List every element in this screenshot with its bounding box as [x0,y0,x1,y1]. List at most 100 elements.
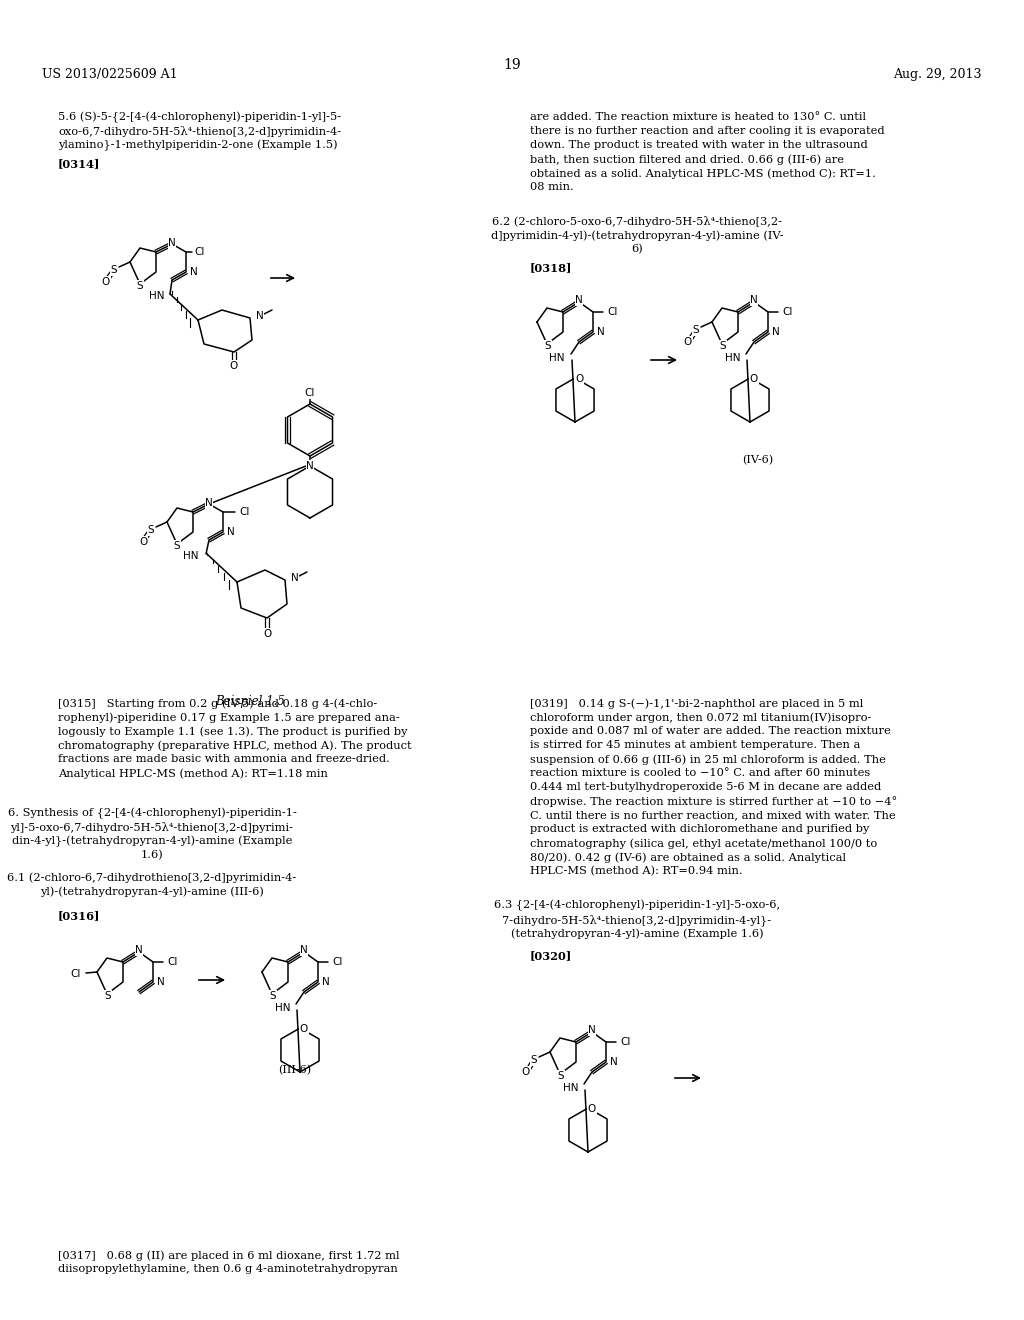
Text: 6.1 (2-chloro-6,7-dihydrothieno[3,2-d]pyrimidin-4-: 6.1 (2-chloro-6,7-dihydrothieno[3,2-d]py… [7,873,297,883]
Text: poxide and 0.087 ml of water are added. The reaction mixture: poxide and 0.087 ml of water are added. … [530,726,891,737]
Text: N: N [227,527,234,537]
Text: O: O [300,1024,308,1034]
Text: O: O [522,1067,530,1077]
Text: logously to Example 1.1 (see 1.3). The product is purified by: logously to Example 1.1 (see 1.3). The p… [58,726,408,737]
Text: N: N [751,294,758,305]
Text: [0319]   0.14 g S-(−)-1,1'-bi-2-naphthol are placed in 5 ml: [0319] 0.14 g S-(−)-1,1'-bi-2-naphthol a… [530,698,863,709]
Text: (IV-6): (IV-6) [742,455,773,466]
Text: 6. Synthesis of {2-[4-(4-chlorophenyl)-piperidin-1-: 6. Synthesis of {2-[4-(4-chlorophenyl)-p… [7,808,296,820]
Text: 6): 6) [631,244,643,255]
Text: Cl: Cl [239,507,250,517]
Text: Analytical HPLC-MS (method A): RT=1.18 min: Analytical HPLC-MS (method A): RT=1.18 m… [58,768,328,779]
Text: N: N [772,327,780,337]
Text: chloroform under argon, then 0.072 ml titanium(IV)isopro-: chloroform under argon, then 0.072 ml ti… [530,711,871,722]
Text: are added. The reaction mixture is heated to 130° C. until: are added. The reaction mixture is heate… [530,112,866,121]
Text: Beispiel 1.5: Beispiel 1.5 [215,696,285,708]
Text: 1.6): 1.6) [140,850,164,861]
Text: S: S [147,525,155,535]
Text: 6.2 (2-chloro-5-oxo-6,7-dihydro-5H-5λ⁴-thieno[3,2-: 6.2 (2-chloro-5-oxo-6,7-dihydro-5H-5λ⁴-t… [492,216,782,227]
Text: S: S [269,991,276,1001]
Text: Cl: Cl [167,957,177,968]
Text: N: N [256,312,264,321]
Text: fractions are made basic with ammonia and freeze-dried.: fractions are made basic with ammonia an… [58,754,390,764]
Text: N: N [227,527,234,537]
Text: N: N [157,977,165,987]
Text: S: S [111,265,118,275]
Text: S: S [104,991,112,1001]
Text: obtained as a solid. Analytical HPLC-MS (method C): RT=1.: obtained as a solid. Analytical HPLC-MS … [530,168,876,178]
Text: chromatography (preparative HPLC, method A). The product: chromatography (preparative HPLC, method… [58,741,412,751]
Text: [0316]: [0316] [58,909,100,921]
Text: Cl: Cl [305,388,315,399]
Text: N: N [306,461,314,471]
Text: 7-dihydro-5H-5λ⁴-thieno[3,2-d]pyrimidin-4-yl}-: 7-dihydro-5H-5λ⁴-thieno[3,2-d]pyrimidin-… [503,913,771,925]
Text: down. The product is treated with water in the ultrasound: down. The product is treated with water … [530,140,867,150]
Text: Aug. 29, 2013: Aug. 29, 2013 [894,69,982,81]
Text: N: N [597,327,605,337]
Text: Cl: Cl [782,308,793,317]
Text: yl)-(tetrahydropyran-4-yl)-amine (III-6): yl)-(tetrahydropyran-4-yl)-amine (III-6) [40,886,264,896]
Text: 08 min.: 08 min. [530,182,573,191]
Text: O: O [684,337,692,347]
Text: yl]-5-oxo-6,7-dihydro-5H-5λ⁴-thieno[3,2-d]pyrimi-: yl]-5-oxo-6,7-dihydro-5H-5λ⁴-thieno[3,2-… [10,822,294,833]
Text: ylamino}-1-methylpiperidin-2-one (Example 1.5): ylamino}-1-methylpiperidin-2-one (Exampl… [58,140,338,152]
Text: (III-6): (III-6) [279,1065,311,1076]
Text: Cl: Cl [620,1038,631,1047]
Text: O: O [229,360,239,371]
Text: there is no further reaction and after cooling it is evaporated: there is no further reaction and after c… [530,125,885,136]
Text: O: O [574,374,583,384]
Text: N: N [588,1026,596,1035]
Text: HN: HN [562,1082,578,1093]
Text: N: N [610,1057,617,1067]
Text: O: O [263,630,271,639]
Text: HN: HN [725,352,740,363]
Text: S: S [692,325,699,335]
Text: O: O [139,537,147,546]
Text: S: S [545,341,551,351]
Text: product is extracted with dichloromethane and purified by: product is extracted with dichloromethan… [530,824,869,834]
Text: suspension of 0.66 g (III-6) in 25 ml chloroform is added. The: suspension of 0.66 g (III-6) in 25 ml ch… [530,754,886,764]
Text: HN: HN [183,550,199,561]
Text: 80/20). 0.42 g (IV-6) are obtained as a solid. Analytical: 80/20). 0.42 g (IV-6) are obtained as a … [530,851,846,862]
Text: dropwise. The reaction mixture is stirred further at −10 to −4°: dropwise. The reaction mixture is stirre… [530,796,897,807]
Text: N: N [205,498,213,508]
Text: HN: HN [148,290,164,301]
Text: Cl: Cl [71,969,81,979]
Text: (tetrahydropyran-4-yl)-amine (Example 1.6): (tetrahydropyran-4-yl)-amine (Example 1.… [511,928,763,939]
Text: din-4-yl}-(tetrahydropyran-4-yl)-amine (Example: din-4-yl}-(tetrahydropyran-4-yl)-amine (… [12,836,292,847]
Text: [0318]: [0318] [530,261,572,273]
Text: chromatography (silica gel, ethyl acetate/methanol 100/0 to: chromatography (silica gel, ethyl acetat… [530,838,878,849]
Text: N: N [291,573,299,583]
Text: is stirred for 45 minutes at ambient temperature. Then a: is stirred for 45 minutes at ambient tem… [530,741,860,750]
Text: Cl: Cl [195,247,205,257]
Text: rophenyl)-piperidine 0.17 g Example 1.5 are prepared ana-: rophenyl)-piperidine 0.17 g Example 1.5 … [58,711,399,722]
Text: N: N [168,238,176,248]
Text: HN: HN [274,1003,290,1012]
Text: C. until there is no further reaction, and mixed with water. The: C. until there is no further reaction, a… [530,810,896,820]
Text: N: N [135,945,143,954]
Text: S: S [174,541,180,550]
Text: 5.6 (S)-5-{2-[4-(4-chlorophenyl)-piperidin-1-yl]-5-: 5.6 (S)-5-{2-[4-(4-chlorophenyl)-piperid… [58,112,341,123]
Text: O: O [588,1104,596,1114]
Text: S: S [720,341,726,351]
Text: Cl: Cl [607,308,617,317]
Text: N: N [205,498,213,507]
Text: N: N [205,498,213,508]
Text: O: O [750,374,758,384]
Text: HPLC-MS (method A): RT=0.94 min.: HPLC-MS (method A): RT=0.94 min. [530,866,742,876]
Text: Cl: Cl [332,957,342,968]
Text: N: N [575,294,583,305]
Text: reaction mixture is cooled to −10° C. and after 60 minutes: reaction mixture is cooled to −10° C. an… [530,768,870,777]
Text: d]pyrimidin-4-yl)-(tetrahydropyran-4-yl)-amine (IV-: d]pyrimidin-4-yl)-(tetrahydropyran-4-yl)… [490,230,783,240]
Text: 0.444 ml tert-butylhydroperoxide 5-6 M in decane are added: 0.444 ml tert-butylhydroperoxide 5-6 M i… [530,781,882,792]
Text: [0317]   0.68 g (II) are placed in 6 ml dioxane, first 1.72 ml: [0317] 0.68 g (II) are placed in 6 ml di… [58,1250,399,1261]
Text: S: S [136,281,143,290]
Text: 19: 19 [503,58,521,73]
Text: US 2013/0225609 A1: US 2013/0225609 A1 [42,69,177,81]
Text: oxo-6,7-dihydro-5H-5λ⁴-thieno[3,2-d]pyrimidin-4-: oxo-6,7-dihydro-5H-5λ⁴-thieno[3,2-d]pyri… [58,125,341,137]
Text: 6.3 {2-[4-(4-chlorophenyl)-piperidin-1-yl]-5-oxo-6,: 6.3 {2-[4-(4-chlorophenyl)-piperidin-1-y… [494,900,780,911]
Text: [0315]   Starting from 0.2 g (IV-5) and 0.18 g 4-(4-chlo-: [0315] Starting from 0.2 g (IV-5) and 0.… [58,698,377,709]
Text: S: S [558,1071,564,1081]
Text: diisopropylethylamine, then 0.6 g 4-aminotetrahydropyran: diisopropylethylamine, then 0.6 g 4-amin… [58,1265,397,1274]
Text: O: O [101,277,111,286]
